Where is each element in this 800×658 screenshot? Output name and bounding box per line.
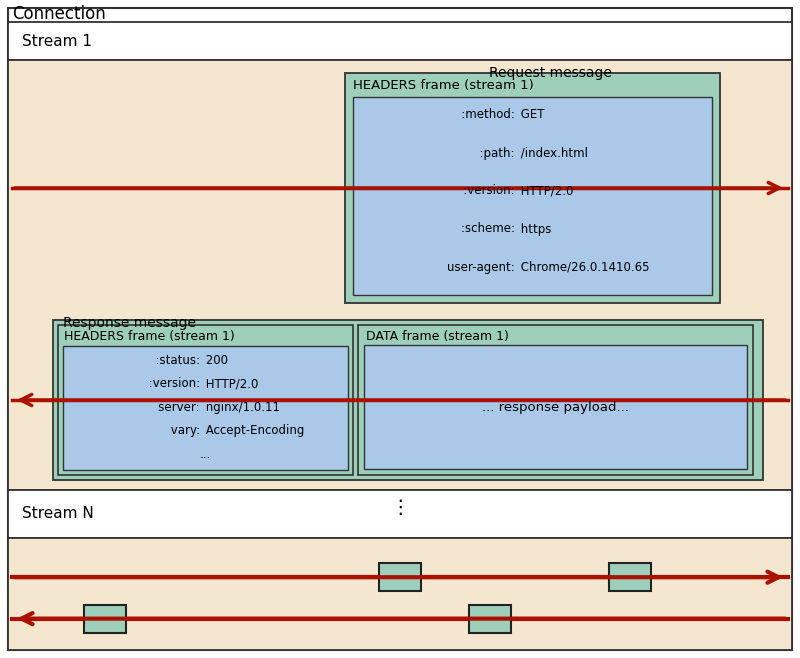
Bar (364, 345, 747, 469)
Text: GET: GET (517, 109, 544, 122)
Text: Accept-Encoding: Accept-Encoding (202, 424, 304, 438)
Bar (58, 325, 353, 475)
Bar (8, 490, 792, 538)
Bar (8, 22, 792, 60)
Bar (8, 538, 792, 650)
Text: vary:: vary: (152, 424, 200, 438)
Bar (358, 325, 753, 475)
Text: :scheme:: :scheme: (446, 222, 514, 236)
Text: DATA frame (stream 1): DATA frame (stream 1) (366, 330, 509, 343)
Bar (63, 346, 348, 470)
Text: :status:: :status: (148, 353, 200, 367)
Text: HTTP/2.0: HTTP/2.0 (517, 184, 573, 197)
Bar (353, 97, 712, 295)
Bar (8, 60, 792, 490)
Bar (379, 563, 421, 591)
Text: Stream N: Stream N (22, 507, 94, 522)
Text: :method:: :method: (450, 109, 514, 122)
Bar (84, 605, 126, 632)
Text: ...: ... (200, 448, 211, 461)
Text: 200: 200 (202, 353, 228, 367)
Text: Connection: Connection (12, 5, 106, 23)
Text: /index.html: /index.html (517, 147, 587, 159)
Text: nginx/1.0.11: nginx/1.0.11 (202, 401, 280, 414)
Text: https: https (517, 222, 551, 236)
Text: HEADERS frame (stream 1): HEADERS frame (stream 1) (64, 330, 234, 343)
Text: Stream 1: Stream 1 (22, 34, 92, 49)
Text: user-agent:: user-agent: (446, 261, 514, 274)
Text: :version:: :version: (452, 184, 514, 197)
Bar (345, 73, 720, 303)
Text: HEADERS frame (stream 1): HEADERS frame (stream 1) (353, 79, 534, 92)
Text: ... response payload...: ... response payload... (482, 401, 629, 413)
Bar (609, 563, 651, 591)
Text: HTTP/2.0: HTTP/2.0 (202, 377, 258, 390)
Text: Chrome/26.0.1410.65: Chrome/26.0.1410.65 (517, 261, 649, 274)
Text: server:: server: (147, 401, 200, 414)
Bar (53, 320, 763, 480)
Text: Response message: Response message (63, 316, 196, 330)
Text: :version:: :version: (145, 377, 200, 390)
Text: Request message: Request message (489, 66, 611, 80)
Bar (469, 605, 511, 632)
Text: ⋮: ⋮ (390, 498, 410, 517)
Text: :path:: :path: (457, 147, 514, 159)
